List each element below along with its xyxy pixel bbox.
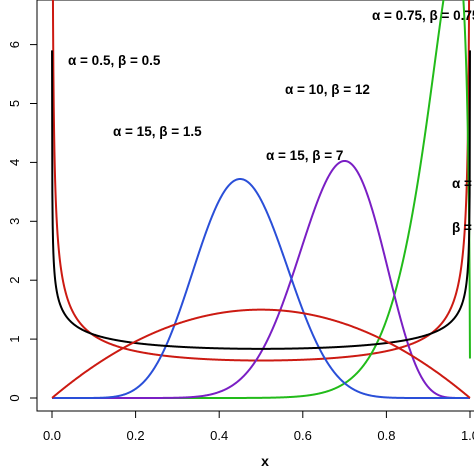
annotation-0: α = 0.5, β = 0.5 (68, 53, 161, 68)
annotation-3: α = 10, β = 12 (285, 82, 370, 97)
x-axis-title: x (261, 453, 269, 469)
y-tick-label-2: 2 (7, 277, 22, 284)
y-tick-label-6: 6 (7, 41, 22, 48)
x-tick-label-3: 0.6 (294, 428, 312, 443)
series-line-4 (51, 50, 471, 350)
series-line-5 (51, 308, 471, 399)
y-tick-label-1: 1 (7, 335, 22, 342)
x-tick-label-5: 1.0 (461, 428, 474, 443)
y-tick-label-0: 0 (7, 394, 22, 401)
series-line-3 (51, 178, 471, 399)
y-tick-label-3: 3 (7, 218, 22, 225)
series-line-0 (51, 0, 471, 362)
curves-group (51, 0, 471, 399)
x-tick-label-4: 0.8 (377, 428, 395, 443)
x-tick-label-1: 0.2 (127, 428, 145, 443)
x-tick-label-0: 0.0 (43, 428, 61, 443)
annotation-5: α = (452, 176, 472, 191)
annotation-4: α = 0.75, β = 0.75 (372, 8, 474, 23)
plot-frame (36, 0, 474, 412)
axes-group: 0.0 0.2 0.4 0.6 0.8 1.0 0 1 2 3 4 5 6 (7, 41, 474, 443)
y-tick-label-4: 4 (7, 159, 22, 166)
annotation-2: α = 15, β = 7 (266, 148, 343, 163)
annotation-6: β = (452, 220, 472, 235)
y-tick-label-5: 5 (7, 100, 22, 107)
series-line-2 (51, 159, 471, 399)
annotation-1: α = 15, β = 1.5 (113, 124, 202, 139)
x-tick-label-2: 0.4 (210, 428, 228, 443)
